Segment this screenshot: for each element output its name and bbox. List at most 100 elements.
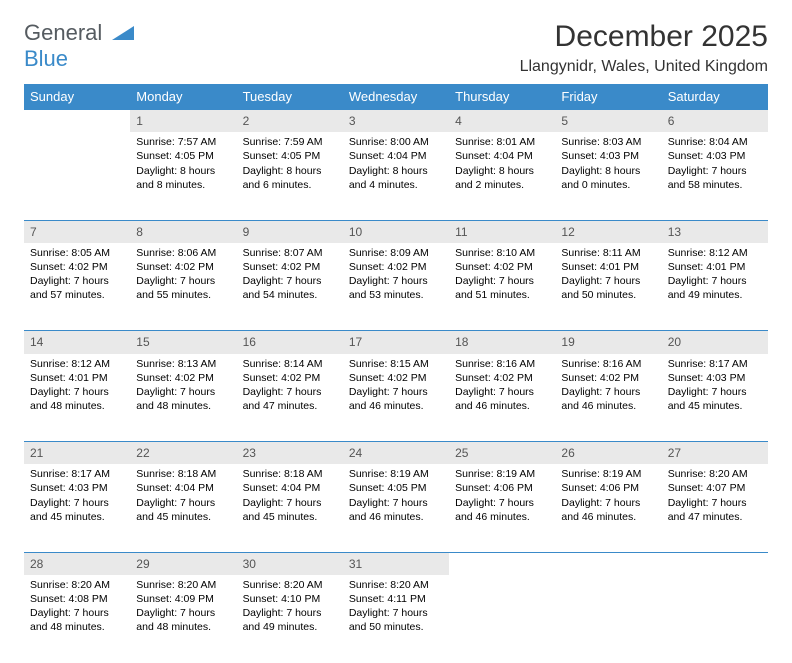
day-number-cell: 6 [662, 110, 768, 133]
daylight-line-1: Daylight: 8 hours [349, 164, 443, 178]
day-number-cell: 30 [237, 552, 343, 575]
sunset-line: Sunset: 4:05 PM [136, 149, 230, 163]
sunrise-line: Sunrise: 8:09 AM [349, 246, 443, 260]
daylight-line-1: Daylight: 7 hours [561, 274, 655, 288]
day-detail-cell: Sunrise: 8:18 AMSunset: 4:04 PMDaylight:… [237, 464, 343, 552]
sunset-line: Sunset: 4:04 PM [349, 149, 443, 163]
day-number-cell: 13 [662, 220, 768, 243]
day-number-cell: 2 [237, 110, 343, 133]
weekday-header: Friday [555, 84, 661, 110]
day-detail-cell: Sunrise: 8:20 AMSunset: 4:11 PMDaylight:… [343, 575, 449, 663]
daylight-line-2: and 4 minutes. [349, 178, 443, 192]
day-detail-cell: Sunrise: 8:10 AMSunset: 4:02 PMDaylight:… [449, 243, 555, 331]
daylight-line-1: Daylight: 7 hours [30, 606, 124, 620]
day-number-cell: 7 [24, 220, 130, 243]
sunrise-line: Sunrise: 8:11 AM [561, 246, 655, 260]
daylight-line-2: and 2 minutes. [455, 178, 549, 192]
weekday-header: Thursday [449, 84, 555, 110]
daylight-line-2: and 0 minutes. [561, 178, 655, 192]
day-number-cell: 18 [449, 331, 555, 354]
day-number-cell: 31 [343, 552, 449, 575]
day-number-row: 78910111213 [24, 220, 768, 243]
daylight-line-2: and 45 minutes. [243, 510, 337, 524]
day-number-cell: 11 [449, 220, 555, 243]
daylight-line-1: Daylight: 7 hours [561, 385, 655, 399]
weekday-header: Monday [130, 84, 236, 110]
daylight-line-1: Daylight: 7 hours [243, 274, 337, 288]
day-number-cell: 17 [343, 331, 449, 354]
day-detail-cell: Sunrise: 8:20 AMSunset: 4:08 PMDaylight:… [24, 575, 130, 663]
day-number-row: 28293031 [24, 552, 768, 575]
daylight-line-2: and 46 minutes. [561, 510, 655, 524]
day-detail-cell [24, 132, 130, 220]
sunrise-line: Sunrise: 8:20 AM [136, 578, 230, 592]
sunrise-line: Sunrise: 8:04 AM [668, 135, 762, 149]
day-detail-cell: Sunrise: 8:16 AMSunset: 4:02 PMDaylight:… [449, 354, 555, 442]
daylight-line-1: Daylight: 7 hours [455, 385, 549, 399]
day-detail-cell: Sunrise: 7:59 AMSunset: 4:05 PMDaylight:… [237, 132, 343, 220]
day-number-cell: 8 [130, 220, 236, 243]
sunset-line: Sunset: 4:01 PM [30, 371, 124, 385]
sunset-line: Sunset: 4:09 PM [136, 592, 230, 606]
sunrise-line: Sunrise: 7:59 AM [243, 135, 337, 149]
day-number-cell: 27 [662, 442, 768, 465]
sunrise-line: Sunrise: 8:20 AM [668, 467, 762, 481]
sunrise-line: Sunrise: 8:05 AM [30, 246, 124, 260]
daylight-line-2: and 50 minutes. [349, 620, 443, 634]
day-number-cell: 19 [555, 331, 661, 354]
day-detail-cell: Sunrise: 8:07 AMSunset: 4:02 PMDaylight:… [237, 243, 343, 331]
day-detail-cell [662, 575, 768, 663]
header: General Blue December 2025 Llangynidr, W… [24, 20, 768, 76]
daylight-line-1: Daylight: 7 hours [349, 385, 443, 399]
sunset-line: Sunset: 4:08 PM [30, 592, 124, 606]
daylight-line-2: and 50 minutes. [561, 288, 655, 302]
day-number-cell: 25 [449, 442, 555, 465]
daylight-line-1: Daylight: 7 hours [668, 164, 762, 178]
daylight-line-2: and 45 minutes. [136, 510, 230, 524]
day-detail-cell: Sunrise: 8:20 AMSunset: 4:10 PMDaylight:… [237, 575, 343, 663]
day-detail-cell: Sunrise: 8:19 AMSunset: 4:05 PMDaylight:… [343, 464, 449, 552]
sunrise-line: Sunrise: 8:12 AM [30, 357, 124, 371]
day-number-cell [449, 552, 555, 575]
daylight-line-2: and 45 minutes. [668, 399, 762, 413]
day-number-row: 14151617181920 [24, 331, 768, 354]
daylight-line-2: and 46 minutes. [455, 399, 549, 413]
sunrise-line: Sunrise: 8:00 AM [349, 135, 443, 149]
day-detail-row: Sunrise: 8:20 AMSunset: 4:08 PMDaylight:… [24, 575, 768, 663]
day-number-cell: 23 [237, 442, 343, 465]
daylight-line-1: Daylight: 8 hours [243, 164, 337, 178]
daylight-line-2: and 54 minutes. [243, 288, 337, 302]
day-detail-cell [449, 575, 555, 663]
daylight-line-1: Daylight: 7 hours [349, 496, 443, 510]
day-detail-cell: Sunrise: 8:17 AMSunset: 4:03 PMDaylight:… [662, 354, 768, 442]
sunset-line: Sunset: 4:06 PM [561, 481, 655, 495]
sunset-line: Sunset: 4:02 PM [243, 371, 337, 385]
day-detail-row: Sunrise: 8:17 AMSunset: 4:03 PMDaylight:… [24, 464, 768, 552]
day-detail-cell: Sunrise: 8:16 AMSunset: 4:02 PMDaylight:… [555, 354, 661, 442]
daylight-line-1: Daylight: 7 hours [561, 496, 655, 510]
day-number-cell: 28 [24, 552, 130, 575]
sunset-line: Sunset: 4:01 PM [668, 260, 762, 274]
daylight-line-1: Daylight: 7 hours [243, 385, 337, 399]
logo-text-1: General [24, 20, 102, 45]
day-number-cell: 5 [555, 110, 661, 133]
title-block: December 2025 Llangynidr, Wales, United … [520, 20, 768, 76]
daylight-line-1: Daylight: 7 hours [136, 385, 230, 399]
sunrise-line: Sunrise: 8:07 AM [243, 246, 337, 260]
daylight-line-1: Daylight: 7 hours [455, 496, 549, 510]
daylight-line-2: and 48 minutes. [30, 399, 124, 413]
sunset-line: Sunset: 4:06 PM [455, 481, 549, 495]
daylight-line-1: Daylight: 7 hours [30, 496, 124, 510]
day-detail-cell: Sunrise: 7:57 AMSunset: 4:05 PMDaylight:… [130, 132, 236, 220]
day-number-cell: 20 [662, 331, 768, 354]
sunrise-line: Sunrise: 8:19 AM [455, 467, 549, 481]
weekday-header: Wednesday [343, 84, 449, 110]
sunrise-line: Sunrise: 8:06 AM [136, 246, 230, 260]
daylight-line-1: Daylight: 7 hours [668, 496, 762, 510]
day-number-cell: 21 [24, 442, 130, 465]
day-number-cell: 26 [555, 442, 661, 465]
daylight-line-2: and 46 minutes. [349, 399, 443, 413]
daylight-line-1: Daylight: 7 hours [243, 606, 337, 620]
day-number-cell: 29 [130, 552, 236, 575]
daylight-line-1: Daylight: 7 hours [668, 385, 762, 399]
